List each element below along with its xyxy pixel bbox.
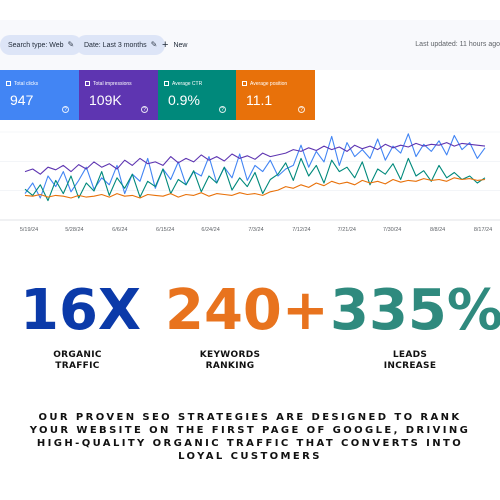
help-icon[interactable]: ? — [219, 106, 226, 113]
series-line-2 — [24, 157, 486, 202]
stat-number-organic-traffic: 16X — [20, 278, 142, 343]
search-type-filter-chip[interactable]: Search type: Web ✎ — [0, 35, 83, 55]
stat-number-keywords-ranking: 240+ — [165, 278, 329, 343]
stat-label-leads-increase: LEADS INCREASE — [383, 350, 437, 371]
stat-label-organic-traffic: ORGANIC TRAFFIC — [53, 350, 102, 371]
x-tick-label: 6/6/24 — [112, 227, 127, 233]
performance-chart: 5/19/24 5/28/24 6/6/24 6/15/24 6/24/24 7/3/24… — [0, 131, 500, 233]
x-tick-label: 7/30/24 — [383, 227, 401, 233]
metric-card-total-clicks[interactable]: Total clicks 947 ? — [0, 70, 79, 120]
help-icon[interactable]: ? — [62, 106, 69, 113]
series-line-3 — [24, 177, 486, 199]
checkbox-icon[interactable] — [242, 81, 247, 86]
x-tick-label: 6/24/24 — [201, 227, 219, 233]
date-filter-chip[interactable]: Date: Last 3 months ✎ — [76, 35, 166, 55]
search-type-chip-label: Search type: Web — [8, 42, 64, 49]
checkbox-icon[interactable] — [85, 81, 90, 86]
x-tick-label: 5/19/24 — [20, 227, 38, 233]
metric-value: 947 — [10, 92, 34, 108]
stat-label-keywords-ranking: KEYWORDS RANKING — [199, 350, 261, 371]
pencil-icon[interactable]: ✎ — [150, 40, 158, 49]
x-tick-label: 7/3/24 — [248, 227, 263, 233]
x-tick-label: 7/12/24 — [292, 227, 310, 233]
checkbox-icon[interactable] — [6, 81, 11, 86]
help-icon[interactable]: ? — [298, 106, 305, 113]
metric-value: 0.9% — [168, 92, 200, 108]
x-tick-label: 6/15/24 — [156, 227, 174, 233]
filter-toolbar: Search type: Web ✎ Date: Last 3 months ✎ +… — [0, 20, 500, 70]
x-tick-label: 5/28/24 — [65, 227, 83, 233]
last-updated-text: Last updated: 11 hours ago — [415, 41, 500, 48]
help-icon[interactable]: ? — [141, 106, 148, 113]
stat-number-leads-increase: 335% — [330, 278, 500, 343]
series-line-0 — [24, 133, 486, 199]
metric-card-average-ctr[interactable]: Average CTR 0.9% ? — [158, 70, 236, 120]
checkbox-icon[interactable] — [164, 81, 169, 86]
series-line-1 — [24, 142, 486, 175]
pencil-icon[interactable]: ✎ — [67, 40, 75, 49]
metric-card-average-position[interactable]: Average position 11.1 ? — [236, 70, 315, 120]
metric-value: 109K — [89, 92, 122, 108]
metric-card-total-impressions[interactable]: Total impressions 109K ? — [79, 70, 158, 120]
tagline: OUR PROVEN SEO STRATEGIES ARE DESIGNED T… — [29, 412, 471, 462]
new-button-label: New — [173, 42, 188, 49]
x-tick-label: 8/17/24 — [474, 227, 492, 233]
x-tick-label: 7/21/24 — [338, 227, 356, 233]
metric-value: 11.1 — [246, 92, 273, 108]
metric-label: Total clicks — [14, 81, 39, 87]
metric-label: Average CTR — [172, 81, 203, 87]
metric-label: Total impressions — [93, 81, 132, 87]
top-strip — [0, 0, 500, 20]
metric-label: Average position — [250, 81, 288, 87]
date-chip-label: Date: Last 3 months — [84, 42, 147, 49]
x-tick-label: 8/8/24 — [430, 227, 445, 233]
plus-icon: + — [162, 39, 169, 51]
new-filter-button[interactable]: + New — [162, 35, 187, 55]
